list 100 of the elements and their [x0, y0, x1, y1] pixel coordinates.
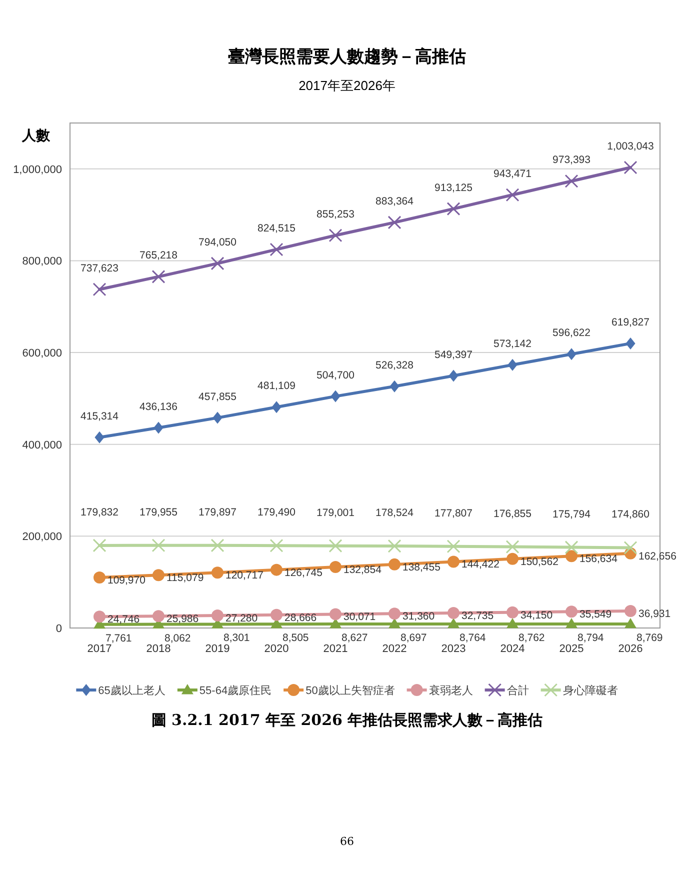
- legend-label: 衰弱老人: [428, 684, 473, 697]
- data-label: 132,854: [344, 564, 382, 576]
- point: [448, 618, 460, 628]
- point: [212, 566, 224, 579]
- point: [506, 618, 518, 628]
- x-tick-label: 2025: [559, 643, 584, 655]
- point: [388, 216, 402, 230]
- point: [94, 610, 106, 623]
- point: [448, 556, 460, 568]
- point: [566, 348, 576, 360]
- text: 66: [340, 835, 354, 848]
- point: [446, 540, 460, 554]
- point: [154, 422, 164, 434]
- x-tick-label: 2017: [87, 643, 112, 655]
- data-label: 504,700: [316, 369, 355, 382]
- data-label: 150,562: [520, 556, 559, 568]
- point: [152, 270, 166, 284]
- point: [388, 608, 400, 620]
- data-label: 34,150: [520, 609, 553, 622]
- data-label: 737,623: [80, 262, 119, 274]
- point: [212, 609, 224, 622]
- data-label: 32,735: [462, 610, 494, 622]
- point: [152, 610, 164, 622]
- data-label: 481,109: [258, 380, 296, 392]
- point: [270, 608, 282, 621]
- x-tick-label: 2021: [323, 643, 348, 655]
- legend-label: 65歲以上老人: [98, 684, 166, 697]
- data-label: 619,827: [612, 316, 650, 328]
- point: [446, 202, 460, 216]
- data-label: 178,524: [376, 507, 414, 520]
- data-label: 27,280: [226, 612, 258, 624]
- point: [330, 561, 342, 574]
- data-label: 126,745: [284, 566, 323, 579]
- point: [272, 401, 282, 414]
- x-tick-label: 2022: [382, 643, 407, 655]
- data-label: 973,393: [552, 154, 591, 166]
- data-label: 176,855: [494, 508, 532, 520]
- data-label: 156,634: [580, 553, 618, 566]
- data-label: 457,855: [198, 390, 237, 403]
- x-tick-label: 2019: [205, 643, 230, 655]
- data-label: 573,142: [494, 338, 532, 350]
- data-label: 138,455: [402, 561, 441, 574]
- point: [270, 242, 284, 256]
- data-label: 175,794: [552, 508, 591, 520]
- data-label: 913,125: [434, 182, 473, 194]
- data-label: 115,079: [166, 572, 204, 584]
- legend-label: 55-64歲原住民: [199, 684, 272, 697]
- y-tick-label: 400,000: [22, 439, 62, 452]
- data-label: 120,717: [226, 570, 264, 582]
- point: [448, 606, 460, 619]
- data-label: 8,505: [282, 632, 309, 644]
- point: [270, 564, 282, 576]
- point: [624, 605, 636, 618]
- point: [152, 569, 164, 582]
- data-label: 179,490: [258, 506, 296, 519]
- legend-label: 身心障礙者: [562, 684, 618, 697]
- data-label: 8,764: [460, 632, 486, 644]
- caption: 圖 3.2.1 2017 年至 2026 年推估長照需求人數－高推估: [151, 711, 543, 729]
- legend-label: 50歲以上失智症者: [306, 684, 395, 697]
- point: [328, 228, 342, 242]
- data-label: 8,794: [578, 632, 604, 644]
- point: [564, 540, 578, 554]
- data-label: 109,970: [108, 574, 146, 587]
- point: [448, 370, 458, 382]
- x-tick-label: 2024: [500, 643, 525, 655]
- data-label: 824,515: [258, 222, 296, 234]
- data-label: 30,071: [344, 611, 376, 624]
- point: [506, 606, 518, 618]
- chart-subtitle: 2017年至2026年: [298, 78, 396, 93]
- point: [624, 540, 638, 554]
- point: [566, 618, 578, 628]
- point: [270, 538, 284, 552]
- data-label: 24,746: [108, 614, 140, 626]
- data-label: 35,549: [580, 608, 612, 621]
- data-label: 8,697: [400, 632, 427, 644]
- data-label: 943,471: [494, 168, 532, 180]
- data-label: 36,931: [638, 608, 671, 620]
- point: [626, 337, 636, 350]
- point: [388, 558, 400, 570]
- point: [506, 540, 520, 554]
- point: [330, 390, 340, 402]
- data-label: 436,136: [140, 400, 178, 413]
- data-label: 8,769: [636, 632, 663, 644]
- point: [566, 550, 578, 562]
- point: [94, 572, 106, 584]
- data-label: 179,955: [140, 506, 178, 518]
- data-label: 855,253: [316, 208, 355, 220]
- point: [212, 412, 222, 424]
- point: [624, 160, 638, 174]
- point: [330, 608, 342, 620]
- data-label: 179,001: [316, 506, 355, 519]
- data-label: 179,832: [80, 506, 119, 518]
- data-label: 526,328: [376, 359, 414, 372]
- legend-label: 合計: [506, 684, 529, 697]
- y-tick-label: 1,000,000: [13, 164, 62, 176]
- data-label: 794,050: [198, 236, 237, 248]
- point: [506, 552, 518, 565]
- data-label: 174,860: [612, 508, 650, 521]
- data-label: 28,666: [284, 612, 317, 624]
- point: [506, 188, 520, 202]
